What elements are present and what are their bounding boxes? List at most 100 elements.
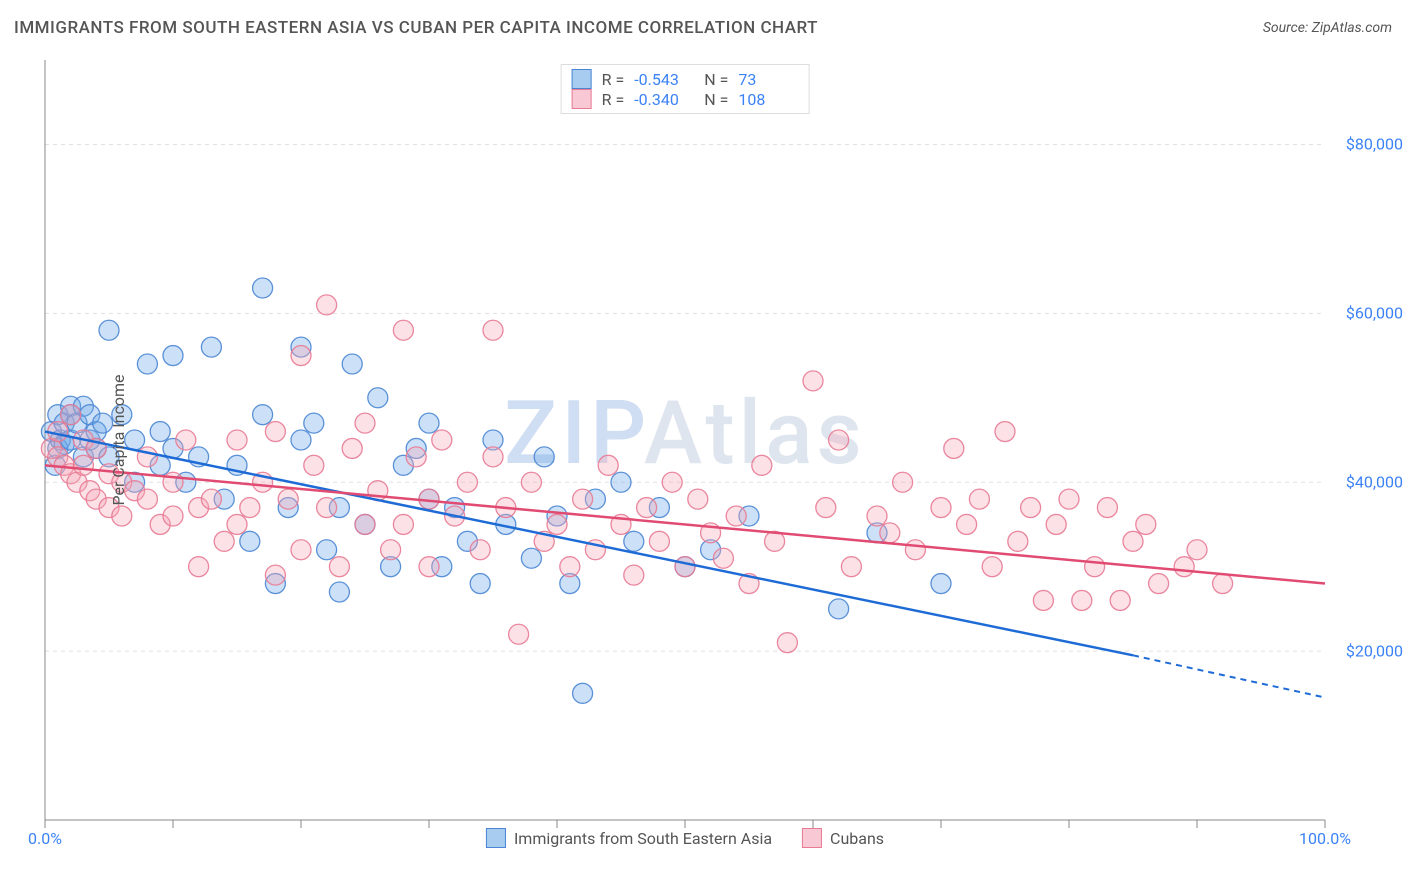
chart-title: IMMIGRANTS FROM SOUTH EASTERN ASIA VS CU… [14,18,818,38]
r-value-1: -0.340 [634,90,694,109]
scatter-point [176,430,196,450]
scatter-point [624,531,644,551]
scatter-point [611,472,631,492]
scatter-point [1033,590,1053,610]
scatter-point [931,574,951,594]
scatter-point [150,422,170,442]
scatter-point [240,531,260,551]
title-bar: IMMIGRANTS FROM SOUTH EASTERN ASIA VS CU… [14,18,1392,38]
n-label: N = [704,70,728,89]
scatter-point [752,455,772,475]
scatter-point [624,565,644,585]
n-value-0: 73 [738,70,798,89]
scatter-point [201,489,221,509]
scatter-point [355,514,375,534]
scatter-point [1123,531,1143,551]
scatter-point [726,506,746,526]
scatter-point [598,455,618,475]
scatter-point [573,489,593,509]
scatter-point [829,430,849,450]
y-tick-label: $40,000 [1346,473,1403,492]
scatter-point [521,548,541,568]
scatter-point [137,354,157,374]
scatter-point [253,405,273,425]
scatter-point [893,472,913,492]
scatter-point [329,557,349,577]
scatter-point [995,422,1015,442]
scatter-chart: Per Capita Income ZIPAtlas $20,000$40,00… [45,60,1325,820]
scatter-point [1021,498,1041,518]
scatter-point [457,472,477,492]
scatter-point [291,540,311,560]
scatter-point [291,430,311,450]
scatter-point [189,557,209,577]
scatter-point [99,320,119,340]
scatter-point [662,472,682,492]
series-legend: Immigrants from South Eastern Asia Cuban… [486,828,884,848]
scatter-point [61,405,81,425]
scatter-point [841,557,861,577]
scatter-point [163,506,183,526]
scatter-point [253,278,273,298]
swatch-series-0 [486,828,506,848]
scatter-point [675,557,695,577]
scatter-point [944,438,964,458]
scatter-point [1059,489,1079,509]
scatter-point [137,489,157,509]
scatter-point [355,413,375,433]
r-label: R = [602,70,625,89]
n-value-1: 108 [738,90,798,109]
scatter-point [560,557,580,577]
scatter-point [1149,574,1169,594]
scatter-point [73,455,93,475]
scatter-point [483,447,503,467]
y-tick-label: $20,000 [1346,642,1403,661]
scatter-point [304,413,324,433]
scatter-point [265,565,285,585]
y-axis-label: Per Capita Income [109,375,128,506]
n-label: N = [704,90,728,109]
scatter-point [649,531,669,551]
scatter-point [931,498,951,518]
scatter-point [342,438,362,458]
scatter-point [1174,557,1194,577]
y-tick-label: $60,000 [1346,304,1403,323]
scatter-point [329,582,349,602]
scatter-point [406,447,426,467]
scatter-point [688,489,708,509]
scatter-point [803,371,823,391]
regression-line-extrapolated [1133,655,1325,697]
scatter-point [521,472,541,492]
scatter-point [982,557,1002,577]
scatter-point [342,354,362,374]
scatter-point [265,422,285,442]
scatter-point [470,574,490,594]
legend-item: Immigrants from South Eastern Asia [486,828,772,848]
scatter-point [163,346,183,366]
scatter-point [1187,540,1207,560]
scatter-point [829,599,849,619]
legend-row: R = -0.543 N = 73 [572,69,799,89]
scatter-point [381,540,401,560]
scatter-point [867,506,887,526]
x-tick-label: 0.0% [28,829,62,848]
scatter-point [547,514,567,534]
scatter-point [432,430,452,450]
r-label: R = [602,90,625,109]
scatter-point [637,498,657,518]
r-value-0: -0.543 [634,70,694,89]
scatter-point [880,523,900,543]
source-label: Source: ZipAtlas.com [1263,20,1392,36]
scatter-point [393,320,413,340]
scatter-point [1085,557,1105,577]
scatter-point [240,498,260,518]
scatter-point [1213,574,1233,594]
swatch-series-1 [572,89,592,109]
scatter-point [419,557,439,577]
scatter-point [393,514,413,534]
swatch-series-0 [572,69,592,89]
scatter-point [483,320,503,340]
scatter-point [1072,590,1092,610]
scatter-point [816,498,836,518]
scatter-point [509,624,529,644]
